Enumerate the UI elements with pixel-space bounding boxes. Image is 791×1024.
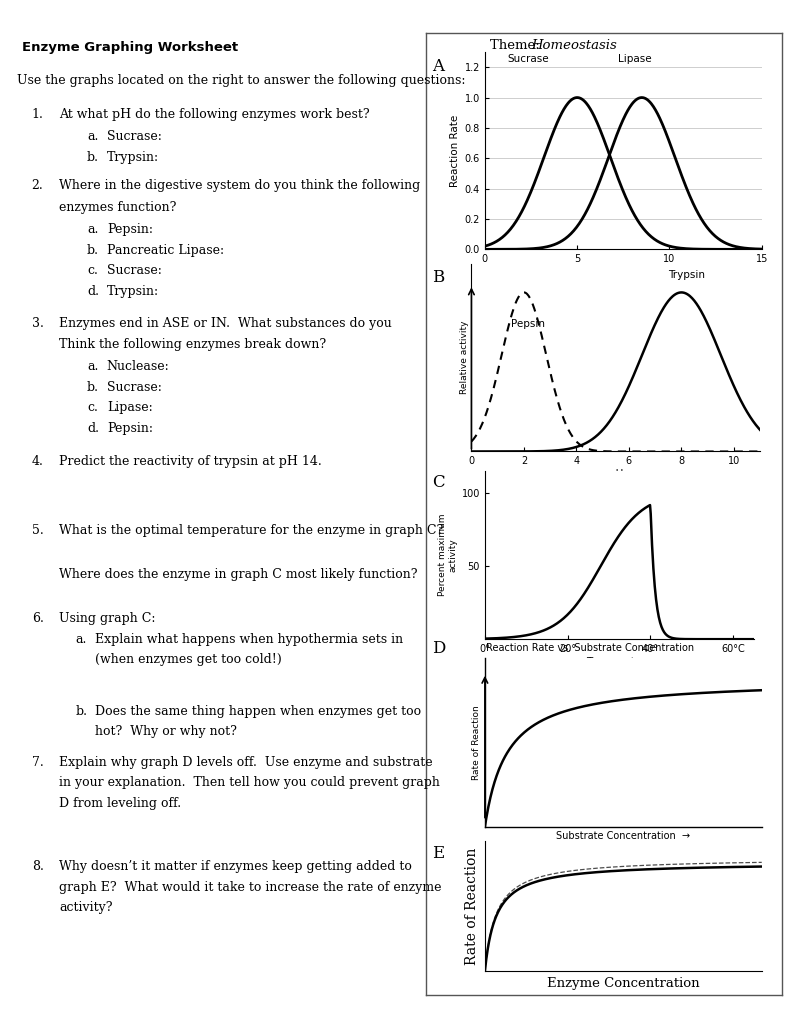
Text: 6.: 6. bbox=[32, 612, 44, 626]
Text: Homeostasis: Homeostasis bbox=[532, 39, 617, 52]
Text: C: C bbox=[432, 474, 445, 492]
Text: Sucrase:: Sucrase: bbox=[107, 381, 161, 394]
Text: Lipase: Lipase bbox=[618, 54, 652, 65]
Text: d.: d. bbox=[87, 422, 99, 435]
Text: graph E?  What would it take to increase the rate of enzyme: graph E? What would it take to increase … bbox=[59, 881, 442, 894]
Text: Theme:: Theme: bbox=[490, 39, 549, 52]
Y-axis label: Rate of Reaction: Rate of Reaction bbox=[465, 848, 479, 965]
Text: d.: d. bbox=[87, 285, 99, 298]
Text: 8.: 8. bbox=[32, 860, 44, 873]
Text: Sucrase:: Sucrase: bbox=[107, 264, 161, 278]
Text: Think the following enzymes break down?: Think the following enzymes break down? bbox=[59, 338, 327, 351]
Text: b.: b. bbox=[87, 381, 99, 394]
Text: Where does the enzyme in graph C most likely function?: Where does the enzyme in graph C most li… bbox=[59, 568, 418, 582]
Text: Nuclease:: Nuclease: bbox=[107, 360, 169, 374]
Text: Trypsin:: Trypsin: bbox=[107, 285, 159, 298]
Text: Does the same thing happen when enzymes get too: Does the same thing happen when enzymes … bbox=[95, 705, 421, 718]
Text: D: D bbox=[432, 640, 445, 657]
Text: activity?: activity? bbox=[59, 901, 113, 914]
X-axis label: Temperature: Temperature bbox=[586, 656, 653, 667]
X-axis label: pH: pH bbox=[614, 267, 633, 280]
Text: Why doesn’t it matter if enzymes keep getting added to: Why doesn’t it matter if enzymes keep ge… bbox=[59, 860, 412, 873]
Text: 4.: 4. bbox=[32, 455, 44, 468]
Text: c.: c. bbox=[87, 264, 98, 278]
Text: Trypsin: Trypsin bbox=[668, 270, 706, 281]
Text: B: B bbox=[432, 269, 444, 287]
Text: 3.: 3. bbox=[32, 317, 44, 331]
Text: b.: b. bbox=[87, 244, 99, 257]
Text: 7.: 7. bbox=[32, 756, 44, 769]
Text: D from leveling off.: D from leveling off. bbox=[59, 797, 181, 810]
Text: Trypsin:: Trypsin: bbox=[107, 151, 159, 164]
Text: Reaction Rate vs. Substrate Concentration: Reaction Rate vs. Substrate Concentratio… bbox=[486, 643, 694, 653]
Text: b.: b. bbox=[75, 705, 87, 718]
X-axis label: pH: pH bbox=[608, 469, 623, 479]
Text: What is the optimal temperature for the enzyme in graph C?: What is the optimal temperature for the … bbox=[59, 524, 444, 538]
Text: Predict the reactivity of trypsin at pH 14.: Predict the reactivity of trypsin at pH … bbox=[59, 455, 322, 468]
Text: Explain what happens when hypothermia sets in: Explain what happens when hypothermia se… bbox=[95, 633, 403, 646]
Text: Pepsin:: Pepsin: bbox=[107, 223, 153, 237]
Text: enzymes function?: enzymes function? bbox=[59, 201, 176, 214]
Text: a.: a. bbox=[87, 360, 98, 374]
Text: c.: c. bbox=[87, 401, 98, 415]
Text: Pepsin: Pepsin bbox=[511, 319, 545, 330]
Text: 2.: 2. bbox=[32, 179, 44, 193]
Y-axis label: Reaction Rate: Reaction Rate bbox=[451, 115, 460, 186]
Text: hot?  Why or why not?: hot? Why or why not? bbox=[95, 725, 237, 738]
Text: A: A bbox=[432, 58, 444, 75]
Text: Where in the digestive system do you think the following: Where in the digestive system do you thi… bbox=[59, 179, 421, 193]
X-axis label: Enzyme Concentration: Enzyme Concentration bbox=[547, 977, 699, 990]
Text: (when enzymes get too cold!): (when enzymes get too cold!) bbox=[95, 653, 282, 667]
Text: Using graph C:: Using graph C: bbox=[59, 612, 156, 626]
Y-axis label: Relative activity: Relative activity bbox=[460, 321, 468, 394]
Text: Use the graphs located on the right to answer the following questions:: Use the graphs located on the right to a… bbox=[17, 74, 466, 87]
Text: a.: a. bbox=[87, 130, 98, 143]
Text: Enzyme Graphing Worksheet: Enzyme Graphing Worksheet bbox=[22, 41, 238, 54]
Text: E: E bbox=[432, 845, 444, 862]
Text: b.: b. bbox=[87, 151, 99, 164]
X-axis label: Substrate Concentration  →: Substrate Concentration → bbox=[556, 831, 691, 841]
Text: Lipase:: Lipase: bbox=[107, 401, 153, 415]
Text: 5.: 5. bbox=[32, 524, 44, 538]
Text: 1.: 1. bbox=[32, 108, 44, 121]
Text: a.: a. bbox=[87, 223, 98, 237]
Text: Explain why graph D levels off.  Use enzyme and substrate: Explain why graph D levels off. Use enzy… bbox=[59, 756, 433, 769]
Y-axis label: Rate of Reaction: Rate of Reaction bbox=[471, 706, 481, 780]
Text: Sucrase:: Sucrase: bbox=[107, 130, 161, 143]
Text: Enzymes end in ASE or IN.  What substances do you: Enzymes end in ASE or IN. What substance… bbox=[59, 317, 392, 331]
Text: in your explanation.  Then tell how you could prevent graph: in your explanation. Then tell how you c… bbox=[59, 776, 441, 790]
Text: At what pH do the following enzymes work best?: At what pH do the following enzymes work… bbox=[59, 108, 370, 121]
Text: Pancreatic Lipase:: Pancreatic Lipase: bbox=[107, 244, 224, 257]
Text: a.: a. bbox=[75, 633, 86, 646]
Text: Pepsin:: Pepsin: bbox=[107, 422, 153, 435]
Y-axis label: Percent maximum
activity: Percent maximum activity bbox=[438, 514, 457, 596]
Text: Sucrase: Sucrase bbox=[507, 54, 549, 65]
